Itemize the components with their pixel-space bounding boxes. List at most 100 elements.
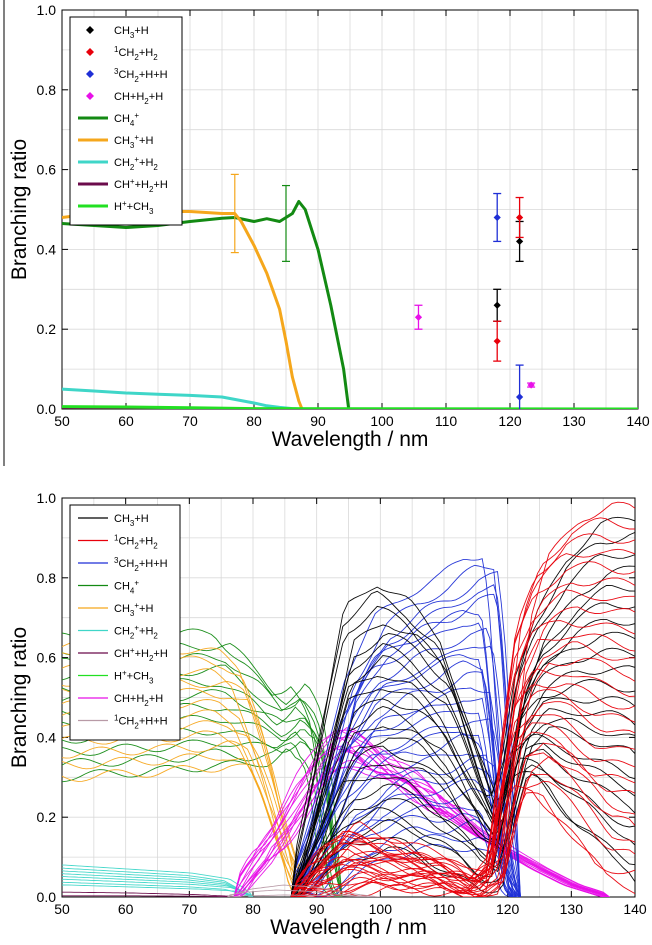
series-line bbox=[233, 727, 610, 897]
series-line bbox=[233, 730, 610, 897]
x-tick-label: 60 bbox=[118, 901, 134, 917]
series-line bbox=[233, 730, 610, 897]
series-line bbox=[291, 834, 521, 897]
series-line bbox=[290, 565, 635, 897]
y-axis-label: Branching ratio bbox=[8, 139, 31, 280]
series-line bbox=[290, 804, 521, 897]
legend-label: CH4+ bbox=[114, 111, 139, 128]
series-line bbox=[290, 687, 521, 897]
x-tick-label: 80 bbox=[246, 413, 262, 429]
series-line bbox=[290, 561, 635, 897]
series-line bbox=[290, 531, 635, 897]
series-line bbox=[290, 631, 635, 897]
x-tick-label: 50 bbox=[54, 413, 70, 429]
legend-marker bbox=[86, 48, 94, 56]
x-tick-label: 80 bbox=[245, 901, 261, 917]
series-line bbox=[290, 622, 521, 897]
legend-label: H++CH3 bbox=[114, 669, 154, 686]
bottom-panel: 50 60 70 80 90 100 110 120 130 140 0.0 0.2 0.4 0.6 0.8… bbox=[8, 490, 647, 939]
x-tick-label: 120 bbox=[496, 901, 520, 917]
y-tick-label: 1.0 bbox=[37, 2, 57, 18]
data-point bbox=[414, 313, 423, 321]
curves bbox=[62, 173, 638, 409]
legend-label: CH2++H2 bbox=[114, 155, 158, 172]
x-axis-label: Wavelength / nm bbox=[270, 916, 427, 939]
series-line bbox=[227, 889, 381, 897]
data-point bbox=[493, 337, 501, 345]
series-line bbox=[291, 584, 521, 897]
data-point bbox=[493, 301, 501, 309]
series-line bbox=[233, 729, 610, 897]
legend-label: CH4+ bbox=[114, 579, 139, 596]
series-line bbox=[290, 722, 635, 897]
x-tick-label: 90 bbox=[309, 901, 325, 917]
series-line bbox=[290, 757, 635, 897]
series-line bbox=[291, 780, 635, 897]
x-tick-label: 120 bbox=[498, 413, 522, 429]
series-line bbox=[290, 660, 521, 897]
legend-label: CH+H2+H bbox=[114, 693, 163, 708]
series-line bbox=[62, 405, 638, 409]
y-tick-label: 0.0 bbox=[37, 401, 57, 417]
series-line bbox=[227, 894, 381, 897]
y-tick-label: 0.6 bbox=[37, 650, 57, 666]
legend-marker bbox=[86, 70, 94, 78]
legend-label: CH3+H bbox=[114, 513, 149, 528]
series-line bbox=[291, 756, 635, 897]
y-tick-label: 0.0 bbox=[37, 889, 57, 905]
legend-label: 1CH2+H+H bbox=[114, 714, 168, 731]
series-line bbox=[290, 717, 635, 897]
legend-label: CH++H2+H bbox=[114, 646, 168, 663]
legend-label: CH3+H bbox=[114, 25, 149, 40]
series-line bbox=[290, 533, 635, 897]
series-line bbox=[291, 665, 635, 897]
y-tick-label: 0.4 bbox=[37, 241, 57, 257]
plot-frame bbox=[61, 497, 636, 898]
data-point bbox=[527, 381, 535, 389]
series-line bbox=[291, 752, 635, 897]
series-line bbox=[290, 589, 635, 897]
x-tick-label: 70 bbox=[182, 413, 198, 429]
series-line bbox=[291, 501, 635, 897]
y-axis-label: Branching ratio bbox=[8, 627, 31, 768]
y-tick-label: 0.8 bbox=[37, 82, 57, 98]
legend-label: CH+H2+H bbox=[114, 91, 163, 106]
y-tick-label: 0.8 bbox=[37, 570, 57, 586]
legend-label: CH3++H bbox=[114, 133, 153, 150]
series-line bbox=[291, 755, 521, 897]
series-line bbox=[62, 740, 305, 897]
series-line bbox=[291, 606, 635, 897]
y-tick-label: 1.0 bbox=[37, 490, 57, 506]
legend-marker bbox=[86, 92, 94, 100]
x-tick-label: 90 bbox=[310, 413, 326, 429]
x-tick-label: 110 bbox=[433, 901, 456, 917]
series-line bbox=[291, 571, 521, 897]
series-line bbox=[291, 843, 521, 897]
x-tick-label: 100 bbox=[369, 901, 393, 917]
series-line bbox=[290, 633, 635, 897]
data-point bbox=[516, 213, 524, 222]
y-tick-label: 0.6 bbox=[37, 162, 57, 178]
series-line bbox=[290, 516, 635, 897]
series-line bbox=[62, 867, 253, 897]
legend-label: CH2++H2 bbox=[114, 624, 158, 641]
top-panel: 50 60 70 80 90 100 110 120 130 140 0.0 0.2 0.4 0.6 0.8… bbox=[3, 0, 650, 466]
x-tick-label: 130 bbox=[562, 413, 586, 429]
series-line bbox=[62, 864, 254, 897]
legend-label: CH3++H bbox=[114, 601, 153, 618]
series-line bbox=[290, 620, 635, 897]
series-line bbox=[291, 641, 635, 897]
x-tick-label: 140 bbox=[623, 901, 647, 917]
legend-label: 3CH2+H+H bbox=[114, 556, 168, 573]
data-point bbox=[493, 213, 501, 222]
x-tick-label: 60 bbox=[118, 413, 134, 429]
series-line bbox=[290, 558, 521, 897]
series-line bbox=[62, 876, 254, 897]
data-point bbox=[516, 393, 524, 401]
series-line bbox=[290, 585, 635, 897]
series-line bbox=[290, 647, 635, 897]
legend-label: 1CH2+H2 bbox=[114, 534, 158, 551]
series-line bbox=[290, 654, 521, 897]
legend-label: 3CH2+H+H bbox=[114, 67, 168, 84]
